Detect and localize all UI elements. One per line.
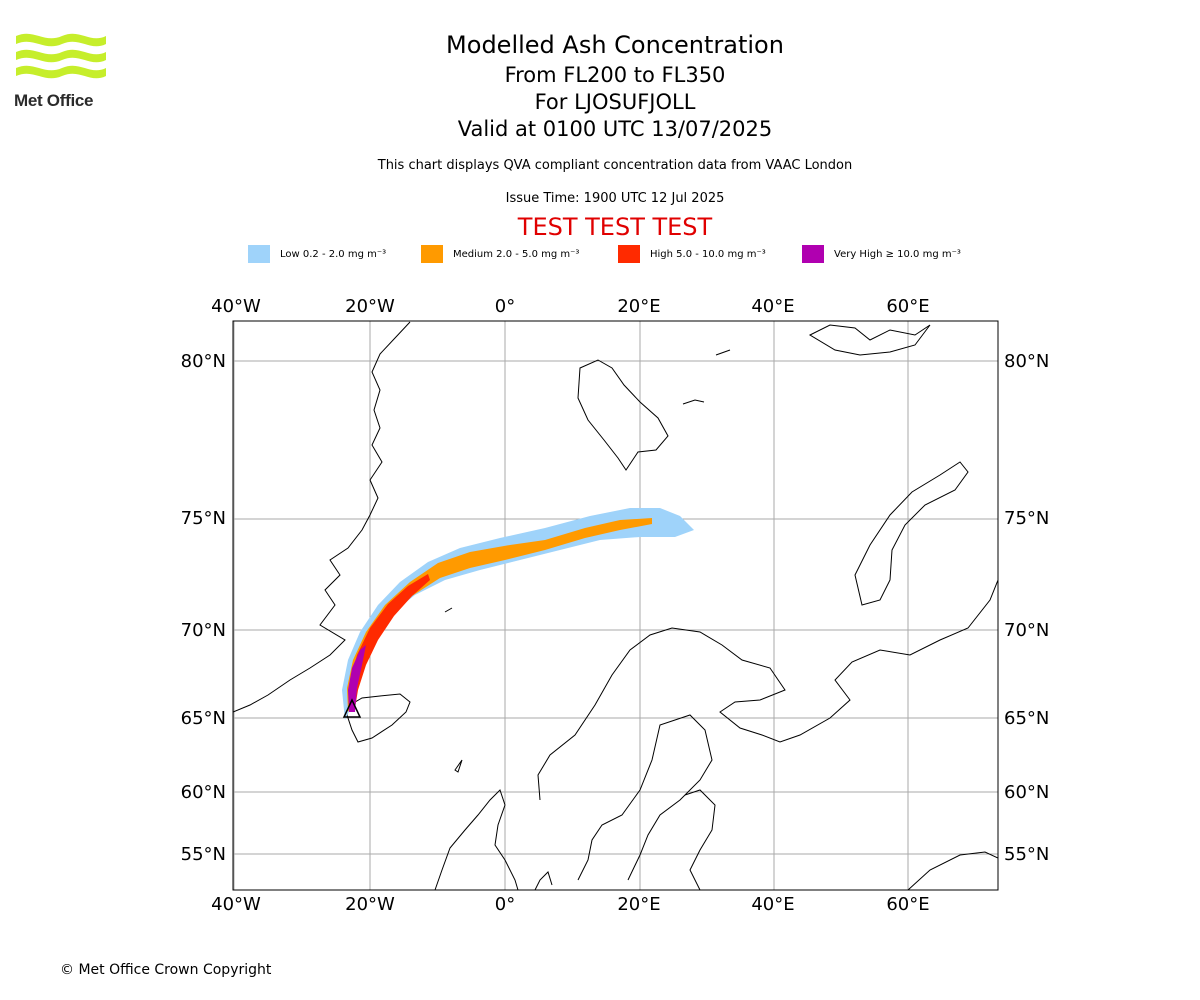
test-banner: TEST TEST TEST: [517, 213, 713, 241]
map-coastlines: [233, 321, 998, 890]
legend-label-low: Low 0.2 - 2.0 mg m⁻³: [280, 248, 387, 260]
lat-tick-label: 75°N: [181, 508, 226, 529]
issue-time: Issue Time: 1900 UTC 12 Jul 2025: [505, 191, 725, 206]
coast-baltic: [684, 789, 716, 890]
met-office-wordmark: Met Office: [14, 91, 94, 110]
lon-tick-label: 0°: [495, 894, 515, 915]
lat-tick-label: 80°N: [1004, 351, 1049, 372]
lon-tick-label: 60°E: [886, 894, 929, 915]
coast-denmark: [534, 871, 553, 890]
map-gridlines: [233, 321, 998, 890]
coast-russia: [907, 851, 998, 890]
coast-scotland: [434, 789, 519, 890]
coast-novaya-zemlya: [854, 461, 969, 606]
lat-tick-label: 55°N: [1004, 844, 1049, 865]
legend-swatch-medium: [421, 245, 443, 263]
lon-tick-label: 0°: [495, 296, 515, 317]
triangle-icon: [342, 698, 362, 718]
ash-plume: [342, 508, 694, 720]
lat-tick-label: 75°N: [1004, 508, 1049, 529]
met-office-wave-icon: [16, 33, 106, 79]
coast-scandinavia: [537, 579, 998, 801]
coast-greenland: [233, 321, 411, 713]
legend-swatch-high: [618, 245, 640, 263]
lat-ticks-left: 80°N 75°N 70°N 65°N 60°N 55°N: [181, 351, 226, 865]
lat-ticks-right: 80°N 75°N 70°N 65°N 60°N 55°N: [1004, 351, 1049, 865]
ash-band-medium: [347, 518, 652, 712]
lon-tick-label: 40°W: [211, 894, 261, 915]
lon-tick-label: 20°E: [617, 296, 660, 317]
legend-swatch-very-high: [802, 245, 824, 263]
flight-levels: From FL200 to FL350: [504, 63, 726, 87]
legend-item-low: Low 0.2 - 2.0 mg m⁻³: [248, 244, 386, 264]
coast-iceland: [346, 693, 411, 743]
ash-band-very-high: [348, 645, 366, 712]
lat-tick-label: 80°N: [181, 351, 226, 372]
lon-ticks-bottom: 40°W 20°W 0° 20°E 40°E 60°E: [211, 894, 929, 915]
copyright: © Met Office Crown Copyright: [60, 962, 272, 978]
lon-tick-label: 40°W: [211, 296, 261, 317]
valid-time: Valid at 0100 UTC 13/07/2025: [457, 117, 773, 141]
lon-ticks-top: 40°W 20°W 0° 20°E 40°E 60°E: [211, 296, 929, 317]
chart-title: Modelled Ash Concentration: [446, 31, 784, 59]
coast-svalbard-east: [682, 399, 705, 405]
lon-tick-label: 40°E: [751, 296, 794, 317]
lat-tick-label: 55°N: [181, 844, 226, 865]
lat-tick-label: 70°N: [1004, 620, 1049, 641]
lon-tick-label: 20°E: [617, 894, 660, 915]
ash-band-high: [349, 574, 430, 708]
lat-tick-label: 70°N: [181, 620, 226, 641]
legend-swatch-low: [248, 245, 270, 263]
lat-tick-label: 60°N: [181, 782, 226, 803]
chart-description: This chart displays QVA compliant concen…: [377, 158, 853, 173]
legend-item-medium: Medium 2.0 - 5.0 mg m⁻³: [421, 244, 579, 264]
lon-tick-label: 40°E: [751, 894, 794, 915]
coast-franz-josef: [808, 324, 931, 356]
volcano-name: For LJOSUFJOLL: [534, 90, 696, 114]
coast-sweden-finland: [577, 714, 713, 881]
legend-item-high: High 5.0 - 10.0 mg m⁻³: [618, 244, 766, 264]
lat-tick-label: 65°N: [181, 708, 226, 729]
legend: Low 0.2 - 2.0 mg m⁻³ Medium 2.0 - 5.0 mg…: [248, 244, 1008, 264]
lat-tick-label: 60°N: [1004, 782, 1049, 803]
lon-tick-label: 60°E: [886, 296, 929, 317]
lon-tick-label: 20°W: [345, 894, 395, 915]
coast-svalbard: [577, 359, 669, 471]
met-office-logo: Met Office: [14, 30, 110, 112]
legend-label-high: High 5.0 - 10.0 mg m⁻³: [650, 248, 766, 260]
legend-item-very-high: Very High ≥ 10.0 mg m⁻³: [802, 244, 961, 264]
legend-label-medium: Medium 2.0 - 5.0 mg m⁻³: [453, 248, 580, 260]
lon-tick-label: 20°W: [345, 296, 395, 317]
lat-tick-label: 65°N: [1004, 708, 1049, 729]
map-frame: [232, 320, 999, 891]
legend-label-very-high: Very High ≥ 10.0 mg m⁻³: [834, 248, 961, 260]
